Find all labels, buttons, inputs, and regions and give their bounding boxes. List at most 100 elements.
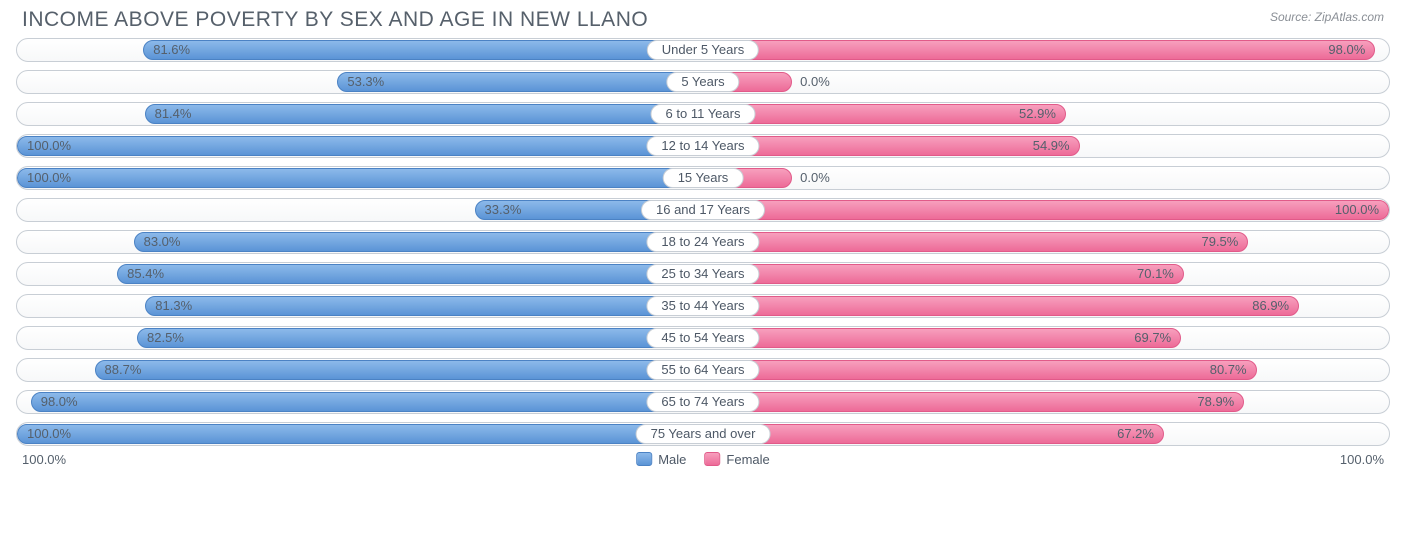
category-pill: 12 to 14 Years bbox=[646, 136, 759, 156]
table-row: 33.3% 100.0% 16 and 17 Years bbox=[16, 198, 1390, 222]
male-value: 98.0% bbox=[31, 391, 78, 413]
male-value: 100.0% bbox=[17, 167, 71, 189]
female-half: 80.7% bbox=[703, 359, 1389, 381]
table-row: 100.0% 54.9%12 to 14 Years bbox=[16, 134, 1390, 158]
male-bar bbox=[337, 72, 703, 92]
male-half: 100.0% bbox=[17, 167, 703, 189]
male-half: 83.0% bbox=[17, 231, 703, 253]
chart-title: INCOME ABOVE POVERTY BY SEX AND AGE IN N… bbox=[22, 8, 1390, 32]
male-bar bbox=[17, 168, 703, 188]
male-value: 81.4% bbox=[145, 103, 192, 125]
male-value: 81.3% bbox=[145, 295, 192, 317]
female-value: 70.1% bbox=[1137, 263, 1184, 285]
source-label: Source: ZipAtlas.com bbox=[1270, 10, 1384, 24]
male-value: 53.3% bbox=[337, 71, 384, 93]
female-half: 0.0% bbox=[703, 167, 1389, 189]
female-half: 54.9% bbox=[703, 135, 1389, 157]
male-half: 53.3% bbox=[17, 71, 703, 93]
category-pill: 75 Years and over bbox=[636, 424, 771, 444]
female-value: 69.7% bbox=[1134, 327, 1181, 349]
female-value: 52.9% bbox=[1019, 103, 1066, 125]
male-bar bbox=[145, 296, 703, 316]
table-row: 83.0% 79.5% 18 to 24 Years bbox=[16, 230, 1390, 254]
male-value: 33.3% bbox=[475, 199, 522, 221]
male-value: 81.6% bbox=[143, 39, 190, 61]
male-bar bbox=[95, 360, 703, 380]
female-value: 67.2% bbox=[1117, 423, 1164, 445]
male-value: 88.7% bbox=[95, 359, 142, 381]
male-half: 88.7% bbox=[17, 359, 703, 381]
category-pill: 15 Years bbox=[663, 168, 744, 188]
legend-male-label: Male bbox=[658, 452, 686, 467]
category-pill: Under 5 Years bbox=[647, 40, 759, 60]
female-bar bbox=[703, 424, 1164, 444]
female-bar bbox=[703, 264, 1184, 284]
female-bar bbox=[703, 328, 1181, 348]
chart-rows: 81.6%98.0%Under 5 Years53.3%0.0%5 Years8… bbox=[16, 38, 1390, 446]
table-row: 85.4% 70.1% 25 to 34 Years bbox=[16, 262, 1390, 286]
female-bar bbox=[703, 360, 1257, 380]
female-swatch-icon bbox=[704, 452, 720, 466]
female-bar bbox=[703, 392, 1244, 412]
female-bar bbox=[703, 232, 1248, 252]
male-bar bbox=[17, 424, 703, 444]
female-half: 86.9% bbox=[703, 295, 1389, 317]
legend-female: Female bbox=[704, 452, 769, 467]
female-half: 52.9% bbox=[703, 103, 1389, 125]
female-half: 67.2% bbox=[703, 423, 1389, 445]
female-bar bbox=[703, 136, 1080, 156]
female-value: 86.9% bbox=[1252, 295, 1299, 317]
axis-left-label: 100.0% bbox=[22, 452, 66, 467]
category-pill: 18 to 24 Years bbox=[646, 232, 759, 252]
female-half: 79.5% bbox=[703, 231, 1389, 253]
axis-right-label: 100.0% bbox=[1340, 452, 1384, 467]
table-row: 100.0% 67.2% 75 Years and over bbox=[16, 422, 1390, 446]
category-pill: 5 Years bbox=[666, 72, 739, 92]
female-half: 69.7% bbox=[703, 327, 1389, 349]
male-bar bbox=[17, 136, 703, 156]
category-pill: 6 to 11 Years bbox=[651, 104, 756, 124]
male-value: 83.0% bbox=[134, 231, 181, 253]
male-half: 81.6% bbox=[17, 39, 703, 61]
female-value: 80.7% bbox=[1210, 359, 1257, 381]
male-bar bbox=[145, 104, 703, 124]
male-bar bbox=[137, 328, 703, 348]
male-half: 33.3% bbox=[17, 199, 703, 221]
female-value: 78.9% bbox=[1197, 391, 1244, 413]
female-bar bbox=[703, 200, 1389, 220]
chart-container: INCOME ABOVE POVERTY BY SEX AND AGE IN N… bbox=[0, 0, 1406, 480]
male-half: 81.3% bbox=[17, 295, 703, 317]
table-row: 98.0% 78.9% 65 to 74 Years bbox=[16, 390, 1390, 414]
male-half: 98.0% bbox=[17, 391, 703, 413]
table-row: 81.3% 86.9% 35 to 44 Years bbox=[16, 294, 1390, 318]
male-bar bbox=[143, 40, 703, 60]
legend: Male Female bbox=[636, 452, 770, 467]
category-pill: 25 to 34 Years bbox=[646, 264, 759, 284]
male-half: 100.0% bbox=[17, 423, 703, 445]
category-pill: 55 to 64 Years bbox=[646, 360, 759, 380]
female-value: 79.5% bbox=[1201, 231, 1248, 253]
female-value: 100.0% bbox=[1335, 199, 1389, 221]
male-bar bbox=[117, 264, 703, 284]
female-bar bbox=[703, 40, 1375, 60]
table-row: 88.7% 80.7% 55 to 64 Years bbox=[16, 358, 1390, 382]
legend-male: Male bbox=[636, 452, 686, 467]
male-half: 85.4% bbox=[17, 263, 703, 285]
female-half: 98.0% bbox=[703, 39, 1389, 61]
male-swatch-icon bbox=[636, 452, 652, 466]
table-row: 100.0% 0.0% 15 Years bbox=[16, 166, 1390, 190]
female-bar bbox=[703, 104, 1066, 124]
female-half: 78.9% bbox=[703, 391, 1389, 413]
female-half: 100.0% bbox=[703, 199, 1389, 221]
female-value: 0.0% bbox=[792, 167, 830, 189]
male-value: 100.0% bbox=[17, 135, 71, 157]
category-pill: 35 to 44 Years bbox=[646, 296, 759, 316]
male-value: 100.0% bbox=[17, 423, 71, 445]
female-half: 70.1% bbox=[703, 263, 1389, 285]
male-half: 81.4% bbox=[17, 103, 703, 125]
table-row: 53.3%0.0%5 Years bbox=[16, 70, 1390, 94]
category-pill: 65 to 74 Years bbox=[646, 392, 759, 412]
table-row: 81.4% 52.9% 6 to 11 Years bbox=[16, 102, 1390, 126]
category-pill: 16 and 17 Years bbox=[641, 200, 765, 220]
table-row: 82.5%69.7%45 to 54 Years bbox=[16, 326, 1390, 350]
